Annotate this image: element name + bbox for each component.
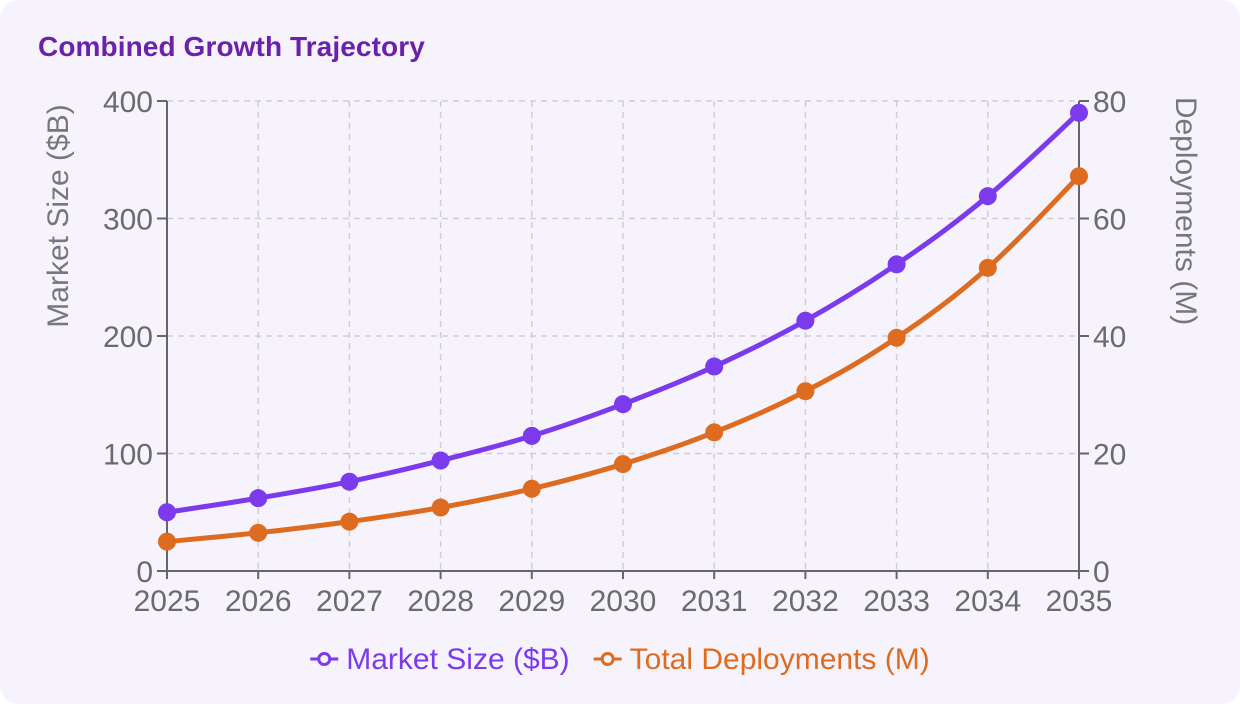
legend-label: Market Size ($B): [346, 643, 569, 676]
x-tick-label: 2034: [954, 585, 1021, 618]
data-point-market-size-b: [614, 395, 632, 414]
x-tick-label: 2026: [225, 585, 292, 618]
y-axis-right-title: Deployments (M): [1169, 97, 1202, 325]
y-left-tick-label: 0: [136, 556, 153, 589]
data-point-total-deployments-m: [887, 328, 906, 347]
grid-layer: [167, 100, 1079, 571]
axes-layer: 0 100 200 300 400 0 20 40 60 80 2025 2026 2027 2028 20…: [42, 86, 1202, 618]
data-point-total-deployments-m: [705, 423, 724, 442]
series-layer: [158, 103, 1088, 551]
legend-marker-icon: [317, 652, 332, 666]
data-point-total-deployments-m: [1070, 167, 1088, 186]
y-right-tick-label: 20: [1093, 439, 1126, 472]
legend-layer: Market Size ($B) Total Deployments (M): [310, 643, 930, 676]
y-right-tick-label: 60: [1093, 204, 1126, 237]
data-point-market-size-b: [887, 255, 906, 274]
x-tick-label: 2027: [316, 585, 383, 618]
data-point-market-size-b: [705, 357, 724, 376]
data-point-market-size-b: [431, 451, 450, 470]
y-right-tick-label: 80: [1093, 86, 1126, 119]
series-line-total-deployments-m: [164, 173, 1082, 545]
x-tick-label: 2033: [863, 585, 930, 618]
y-left-tick-label: 400: [103, 86, 153, 119]
y-left-tick-label: 100: [103, 439, 153, 472]
legend-item-1: Total Deployments (M): [593, 643, 930, 676]
x-tick-label: 2035: [1046, 585, 1113, 618]
legend-marker-icon: [600, 652, 615, 666]
legend-item-0: Market Size ($B): [310, 643, 570, 676]
data-point-total-deployments-m: [431, 498, 450, 517]
x-tick-label: 2029: [498, 585, 565, 618]
y-axis-left-title: Market Size ($B): [42, 104, 75, 327]
data-point-market-size-b: [796, 311, 815, 330]
data-point-total-deployments-m: [978, 258, 997, 277]
y-right-tick-label: 0: [1093, 556, 1110, 589]
data-point-total-deployments-m: [340, 512, 359, 531]
data-point-market-size-b: [1070, 103, 1088, 122]
data-point-total-deployments-m: [796, 382, 815, 401]
data-point-market-size-b: [340, 472, 359, 491]
x-tick-label: 2031: [681, 585, 748, 618]
chart-title: Combined Growth Trajectory: [38, 31, 425, 62]
data-point-market-size-b: [522, 426, 541, 445]
data-point-total-deployments-m: [158, 532, 176, 551]
y-left-tick-label: 300: [103, 204, 153, 237]
x-tick-label: 2032: [772, 585, 839, 618]
legend-label: Total Deployments (M): [630, 643, 930, 676]
data-point-total-deployments-m: [249, 523, 268, 542]
data-point-total-deployments-m: [614, 455, 632, 474]
x-tick-label: 2030: [590, 585, 657, 618]
y-left-tick-label: 200: [103, 321, 153, 354]
data-point-market-size-b: [978, 187, 997, 206]
data-point-total-deployments-m: [522, 479, 541, 498]
series-line-market-size-b: [164, 110, 1082, 515]
data-point-market-size-b: [249, 489, 268, 508]
y-right-tick-label: 40: [1093, 321, 1126, 354]
data-point-market-size-b: [158, 503, 176, 522]
x-tick-label: 2028: [407, 585, 474, 618]
x-tick-label: 2025: [134, 585, 201, 618]
